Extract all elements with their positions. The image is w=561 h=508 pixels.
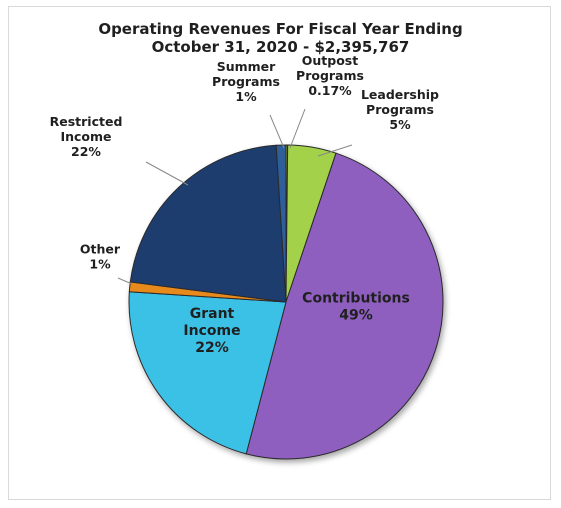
pie-slice-restricted-income xyxy=(129,144,287,303)
leader-line-other xyxy=(117,277,133,285)
data-label-outpost-programs: Outpost Programs 0.17% xyxy=(296,53,364,98)
data-label-leadership-programs: Leadership Programs 5% xyxy=(361,87,439,132)
pie-slice-contributions xyxy=(245,152,444,460)
data-label-contributions: Contributions 49% xyxy=(302,291,410,324)
pie-slice-grant-income xyxy=(128,291,287,455)
chart-subtitle: October 31, 2020 - $2,395,767 xyxy=(151,38,410,56)
data-label-other: Other 1% xyxy=(80,242,121,272)
data-label-grant-income: Grant Income 22% xyxy=(183,306,240,356)
leader-line-restricted-income xyxy=(145,161,189,186)
leader-line-leadership-programs xyxy=(317,144,353,157)
data-label-summer-programs: Summer Programs 1% xyxy=(212,59,280,104)
leader-line-outpost-programs xyxy=(289,108,306,149)
chart-title: Operating Revenues For Fiscal Year Endin… xyxy=(98,20,463,38)
data-label-restricted-income: Restricted Income 22% xyxy=(50,114,123,159)
pie-slice-summer-programs xyxy=(275,144,287,303)
leader-line-summer-programs xyxy=(269,114,285,149)
